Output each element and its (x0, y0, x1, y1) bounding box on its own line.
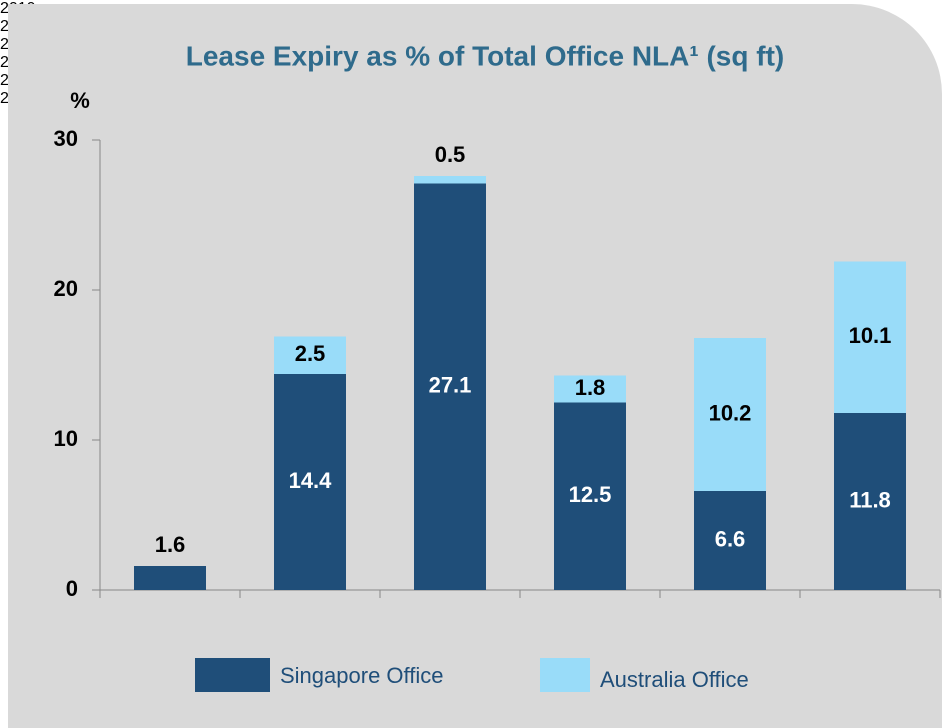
bar-segment (694, 491, 766, 590)
bar-segment (554, 402, 626, 590)
y-tick-label: 10 (54, 426, 78, 451)
bar-segment (414, 183, 486, 590)
chart-title: Lease Expiry as % of Total Office NLA¹ (… (186, 40, 784, 71)
data-label: 6.6 (715, 526, 746, 551)
data-label: 27.1 (429, 373, 472, 398)
data-label: 1.8 (575, 375, 606, 400)
y-tick-label: 30 (54, 126, 78, 151)
bar-segment (414, 176, 486, 184)
data-label: 0.5 (435, 142, 466, 167)
legend-label: Singapore Office (280, 663, 443, 688)
y-tick-label: 0 (66, 576, 78, 601)
y-tick-label: 20 (54, 276, 78, 301)
bar-segment (134, 566, 206, 590)
legend-swatch (195, 658, 270, 692)
y-axis-label: % (70, 88, 90, 113)
data-label: 1.6 (155, 532, 186, 557)
bar-segment (834, 413, 906, 590)
bar-segment (834, 261, 906, 413)
bar-segment (554, 375, 626, 403)
legend-label: Australia Office (600, 667, 749, 692)
data-label: 12.5 (569, 482, 612, 507)
bar-segment (694, 338, 766, 491)
legend-swatch (540, 658, 590, 692)
data-label: 10.1 (849, 323, 892, 348)
bar-segment (274, 374, 346, 590)
bar-segment (274, 336, 346, 374)
data-label: 10.2 (709, 400, 752, 425)
data-label: 11.8 (849, 487, 891, 512)
data-label: 14.4 (289, 468, 333, 493)
data-label: 2.5 (295, 341, 326, 366)
